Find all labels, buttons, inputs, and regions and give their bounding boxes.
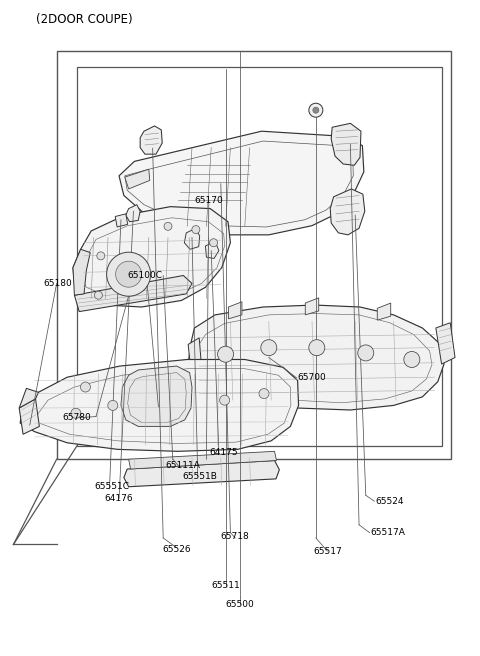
Circle shape xyxy=(71,408,81,419)
Polygon shape xyxy=(140,126,162,154)
Polygon shape xyxy=(77,67,442,446)
Circle shape xyxy=(164,222,172,230)
Text: 65551C: 65551C xyxy=(94,482,129,491)
Text: 65180: 65180 xyxy=(43,279,72,288)
Polygon shape xyxy=(331,123,361,165)
Circle shape xyxy=(116,261,142,287)
Polygon shape xyxy=(188,338,202,373)
Text: 64175: 64175 xyxy=(209,448,238,457)
Polygon shape xyxy=(330,189,365,235)
Polygon shape xyxy=(19,388,38,408)
Circle shape xyxy=(313,107,319,113)
Polygon shape xyxy=(305,298,319,315)
Polygon shape xyxy=(73,249,90,295)
Text: (2DOOR COUPE): (2DOOR COUPE) xyxy=(36,13,132,26)
Text: 65100C: 65100C xyxy=(127,271,162,280)
Polygon shape xyxy=(124,461,279,487)
Circle shape xyxy=(95,291,102,299)
Polygon shape xyxy=(115,214,128,227)
Text: 65511: 65511 xyxy=(211,581,240,590)
Polygon shape xyxy=(228,302,242,319)
Circle shape xyxy=(404,352,420,367)
Text: 65111A: 65111A xyxy=(165,461,200,470)
Circle shape xyxy=(107,252,151,297)
Polygon shape xyxy=(57,51,451,459)
Text: 65718: 65718 xyxy=(221,532,250,541)
Circle shape xyxy=(97,252,105,260)
Polygon shape xyxy=(436,323,455,364)
Polygon shape xyxy=(121,366,192,426)
Polygon shape xyxy=(188,305,444,410)
Text: 65700: 65700 xyxy=(298,373,326,382)
Polygon shape xyxy=(74,276,192,312)
Polygon shape xyxy=(19,399,39,434)
Text: 64176: 64176 xyxy=(105,494,133,503)
Circle shape xyxy=(217,346,234,362)
Circle shape xyxy=(210,239,217,247)
Text: 65526: 65526 xyxy=(162,545,191,554)
Polygon shape xyxy=(126,205,140,222)
Polygon shape xyxy=(119,131,364,235)
Circle shape xyxy=(261,340,277,356)
Circle shape xyxy=(358,345,374,361)
Text: 65780: 65780 xyxy=(62,413,91,422)
Polygon shape xyxy=(184,228,200,249)
Text: 65500: 65500 xyxy=(226,600,254,609)
Polygon shape xyxy=(377,303,391,320)
Circle shape xyxy=(220,395,229,405)
Text: 65524: 65524 xyxy=(375,497,404,506)
Polygon shape xyxy=(125,169,150,189)
Circle shape xyxy=(192,226,200,234)
Polygon shape xyxy=(73,207,230,307)
Text: 65517: 65517 xyxy=(313,546,342,556)
Polygon shape xyxy=(205,241,219,258)
Circle shape xyxy=(309,340,325,356)
Polygon shape xyxy=(129,451,276,469)
Text: 65517A: 65517A xyxy=(371,528,406,537)
Circle shape xyxy=(81,382,90,392)
Polygon shape xyxy=(20,359,299,451)
Text: 65551B: 65551B xyxy=(182,472,217,481)
Circle shape xyxy=(259,388,269,399)
Circle shape xyxy=(108,400,118,411)
Text: 65170: 65170 xyxy=(194,195,223,205)
Circle shape xyxy=(309,103,323,117)
